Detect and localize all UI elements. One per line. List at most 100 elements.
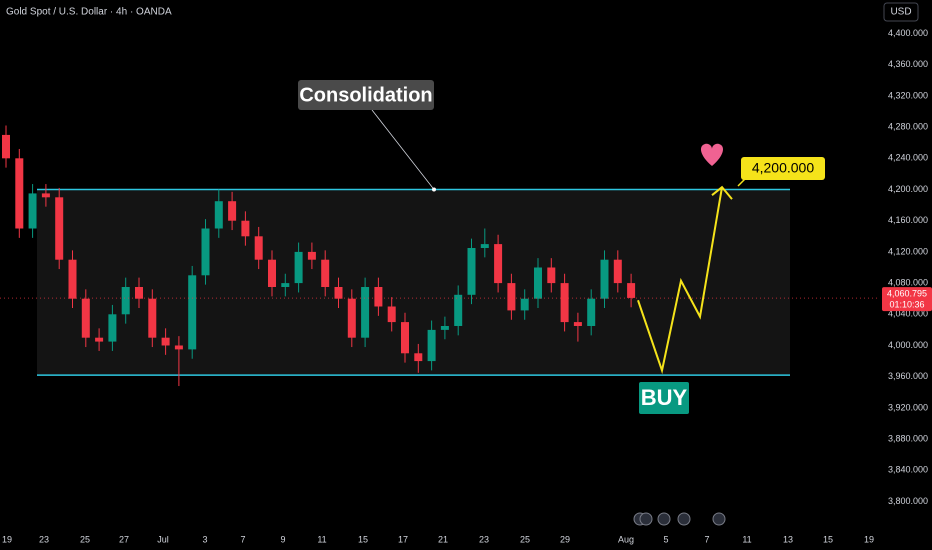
x-tick-label: 23 (479, 534, 489, 544)
target-box (741, 157, 825, 180)
candle-body (387, 306, 396, 323)
x-tick-label: 15 (823, 534, 833, 544)
y-tick-label: 3,840.000 (888, 465, 928, 475)
consolidation-label: Consolidation (299, 84, 432, 106)
candle-body (560, 283, 569, 323)
candle-body (214, 201, 223, 229)
x-tick-label: 27 (119, 534, 129, 544)
candle-body (95, 337, 104, 342)
x-tick-label: Jul (157, 534, 169, 544)
candle-body (241, 220, 250, 237)
x-tick-label: 5 (663, 534, 668, 544)
candle-body (15, 158, 24, 229)
candle-body (374, 286, 383, 307)
buy-box (639, 382, 689, 414)
y-tick-label: 4,200.000 (888, 184, 928, 194)
x-tick-label: 29 (560, 534, 570, 544)
y-tick-label: 3,920.000 (888, 402, 928, 412)
y-tick-label: 4,040.000 (888, 309, 928, 319)
candle-body (294, 251, 303, 284)
x-tick-label: 19 (2, 534, 12, 544)
y-tick-label: 4,120.000 (888, 246, 928, 256)
candle-body (281, 283, 290, 287)
x-tick-label: 3 (202, 534, 207, 544)
chart-title: Gold Spot / U.S. Dollar · 4h · OANDA (6, 7, 172, 18)
candle-body (440, 325, 449, 330)
y-tick-label: 4,280.000 (888, 121, 928, 131)
x-tick-label: 11 (317, 534, 326, 544)
consolidation-box (298, 80, 434, 110)
candle-body (121, 286, 130, 315)
x-tick-label: 23 (39, 534, 49, 544)
y-tick-label: 4,160.000 (888, 215, 928, 225)
heart-icon (700, 143, 724, 166)
candle-body (613, 259, 622, 284)
candle-body (494, 244, 503, 284)
candle-body (2, 134, 10, 159)
x-tick-label: 13 (783, 534, 793, 544)
candle-body (307, 251, 316, 260)
y-tick-label: 4,400.000 (888, 28, 928, 38)
candle-body (201, 228, 210, 276)
candle-body (361, 286, 370, 338)
y-tick-label: 3,880.000 (888, 433, 928, 443)
candle-body (108, 314, 117, 342)
currency-button[interactable] (883, 2, 919, 22)
candle-body (55, 197, 64, 260)
candle-body (321, 259, 330, 287)
candle-body (520, 298, 529, 311)
candle-body (627, 283, 636, 298)
x-tick-label: 19 (864, 534, 874, 544)
x-tick-label: 15 (358, 534, 368, 544)
candle-body (334, 286, 343, 299)
x-tick-label: 17 (398, 534, 408, 544)
event-icons (633, 512, 726, 526)
candle-body (228, 201, 237, 221)
candle-body (41, 193, 50, 198)
candle-body (467, 248, 476, 295)
candle-body (268, 259, 276, 287)
candle-body (507, 283, 516, 311)
y-tick-label: 3,960.000 (888, 371, 928, 381)
buy-label: BUY (641, 385, 688, 410)
x-tick-label: 11 (742, 534, 751, 544)
candle-body (28, 193, 37, 229)
candle-body (81, 298, 90, 338)
candle-body (454, 294, 463, 326)
countdown: 01:10:36 (889, 299, 924, 309)
last-price-label: 4,060.795 (887, 288, 927, 298)
projection-path (637, 187, 723, 375)
candle-body (401, 322, 409, 354)
candle-body (188, 275, 197, 350)
channel-fill (37, 189, 790, 376)
x-tick-label: 7 (240, 534, 245, 544)
x-tick-label: Aug (618, 534, 634, 544)
x-tick-label: 21 (438, 534, 448, 544)
y-tick-label: 4,320.000 (888, 90, 928, 100)
x-tick-label: 7 (704, 534, 709, 544)
candle-body (148, 298, 157, 338)
last-price-box (882, 287, 932, 312)
candle-body (254, 236, 263, 260)
callout-dot (432, 187, 436, 192)
candle-body (427, 329, 436, 362)
candle-body (68, 259, 77, 299)
callout-line (371, 109, 435, 190)
candle-body (547, 267, 556, 284)
candle-body (573, 322, 582, 326)
y-tick-label: 4,360.000 (888, 59, 928, 69)
target-label: 4,200.000 (752, 160, 814, 176)
candle-body (534, 267, 542, 299)
y-tick-label: 3,800.000 (888, 496, 928, 506)
candle-body (587, 298, 596, 326)
x-tick-label: 9 (280, 534, 285, 544)
candle-body (600, 259, 609, 299)
y-tick-label: 4,000.000 (888, 340, 928, 350)
candle-body (414, 353, 423, 362)
candle-body (347, 298, 356, 338)
candle-body (161, 337, 170, 346)
y-tick-label: 4,240.000 (888, 153, 928, 163)
currency[interactable]: USD (890, 7, 911, 18)
projection-arrowhead (711, 185, 733, 200)
